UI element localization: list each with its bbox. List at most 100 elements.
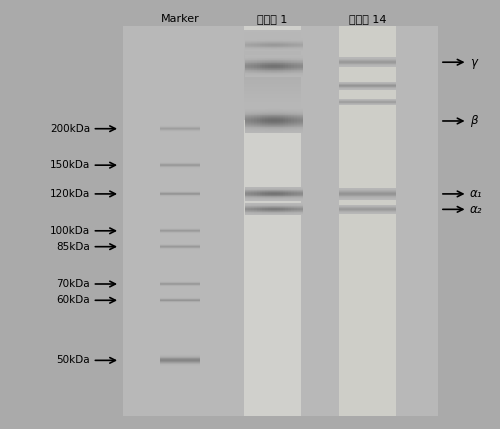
Bar: [294, 63, 297, 64]
Bar: [260, 127, 262, 128]
Bar: [291, 75, 294, 76]
Bar: [266, 119, 268, 120]
Bar: [266, 118, 268, 119]
Bar: [280, 76, 282, 77]
Bar: [251, 198, 254, 199]
Bar: [297, 124, 300, 125]
Bar: [268, 130, 271, 131]
Bar: [274, 69, 277, 70]
Bar: [260, 40, 262, 41]
Bar: [271, 126, 274, 127]
Bar: [297, 66, 300, 67]
Bar: [260, 69, 262, 70]
Bar: [271, 114, 274, 115]
Bar: [291, 76, 294, 77]
Bar: [297, 127, 300, 128]
Bar: [260, 55, 262, 56]
Bar: [277, 109, 280, 110]
Bar: [291, 110, 294, 111]
Bar: [282, 113, 286, 114]
Bar: [262, 74, 266, 75]
Bar: [268, 119, 271, 120]
Bar: [271, 188, 274, 189]
Bar: [297, 40, 300, 41]
Bar: [256, 57, 260, 58]
Bar: [277, 191, 280, 192]
Bar: [294, 76, 297, 77]
Bar: [251, 199, 254, 200]
Bar: [294, 71, 297, 72]
Bar: [291, 43, 294, 44]
Bar: [286, 67, 288, 68]
Bar: [291, 61, 294, 62]
Bar: [286, 130, 288, 131]
Bar: [300, 59, 302, 60]
Bar: [256, 76, 260, 77]
Bar: [277, 129, 280, 130]
Bar: [282, 75, 286, 76]
Bar: [297, 112, 300, 113]
Bar: [251, 110, 254, 111]
Bar: [300, 199, 302, 200]
Bar: [271, 115, 274, 116]
Bar: [297, 131, 300, 132]
Bar: [291, 109, 294, 110]
Bar: [262, 59, 266, 60]
Bar: [271, 194, 274, 195]
Bar: [245, 61, 248, 62]
Bar: [244, 75, 301, 76]
Bar: [254, 125, 256, 126]
Bar: [248, 193, 251, 194]
Bar: [288, 193, 291, 194]
Bar: [286, 60, 288, 61]
Bar: [251, 114, 254, 115]
Bar: [294, 75, 297, 76]
Bar: [244, 89, 301, 90]
Bar: [251, 189, 254, 190]
Bar: [260, 58, 262, 59]
Bar: [254, 71, 256, 72]
Bar: [277, 121, 280, 122]
Bar: [244, 99, 301, 100]
Bar: [244, 110, 301, 111]
Bar: [260, 125, 262, 126]
Bar: [277, 62, 280, 63]
Bar: [282, 195, 286, 196]
Bar: [260, 65, 262, 66]
Bar: [248, 124, 251, 125]
Bar: [251, 109, 254, 110]
Bar: [282, 63, 286, 64]
Bar: [282, 67, 286, 68]
Bar: [288, 39, 291, 40]
Bar: [294, 39, 297, 40]
Bar: [256, 72, 260, 73]
Bar: [274, 190, 277, 191]
Bar: [297, 69, 300, 70]
Bar: [291, 70, 294, 71]
Bar: [245, 121, 248, 122]
Bar: [262, 39, 266, 40]
Bar: [245, 75, 248, 76]
Bar: [280, 129, 282, 130]
Bar: [288, 55, 291, 56]
Bar: [280, 120, 282, 121]
Bar: [288, 65, 291, 66]
Bar: [286, 67, 288, 68]
Bar: [266, 56, 268, 57]
Bar: [251, 43, 254, 44]
Bar: [266, 122, 268, 123]
Bar: [297, 74, 300, 75]
Bar: [251, 123, 254, 124]
Bar: [280, 44, 282, 45]
Bar: [271, 40, 274, 41]
Bar: [297, 121, 300, 122]
Bar: [260, 42, 262, 43]
Bar: [251, 125, 254, 126]
Bar: [291, 113, 294, 114]
Bar: [251, 44, 254, 45]
Bar: [271, 70, 274, 71]
Bar: [245, 69, 248, 70]
Bar: [260, 126, 262, 127]
Bar: [297, 195, 300, 196]
Bar: [268, 55, 271, 56]
